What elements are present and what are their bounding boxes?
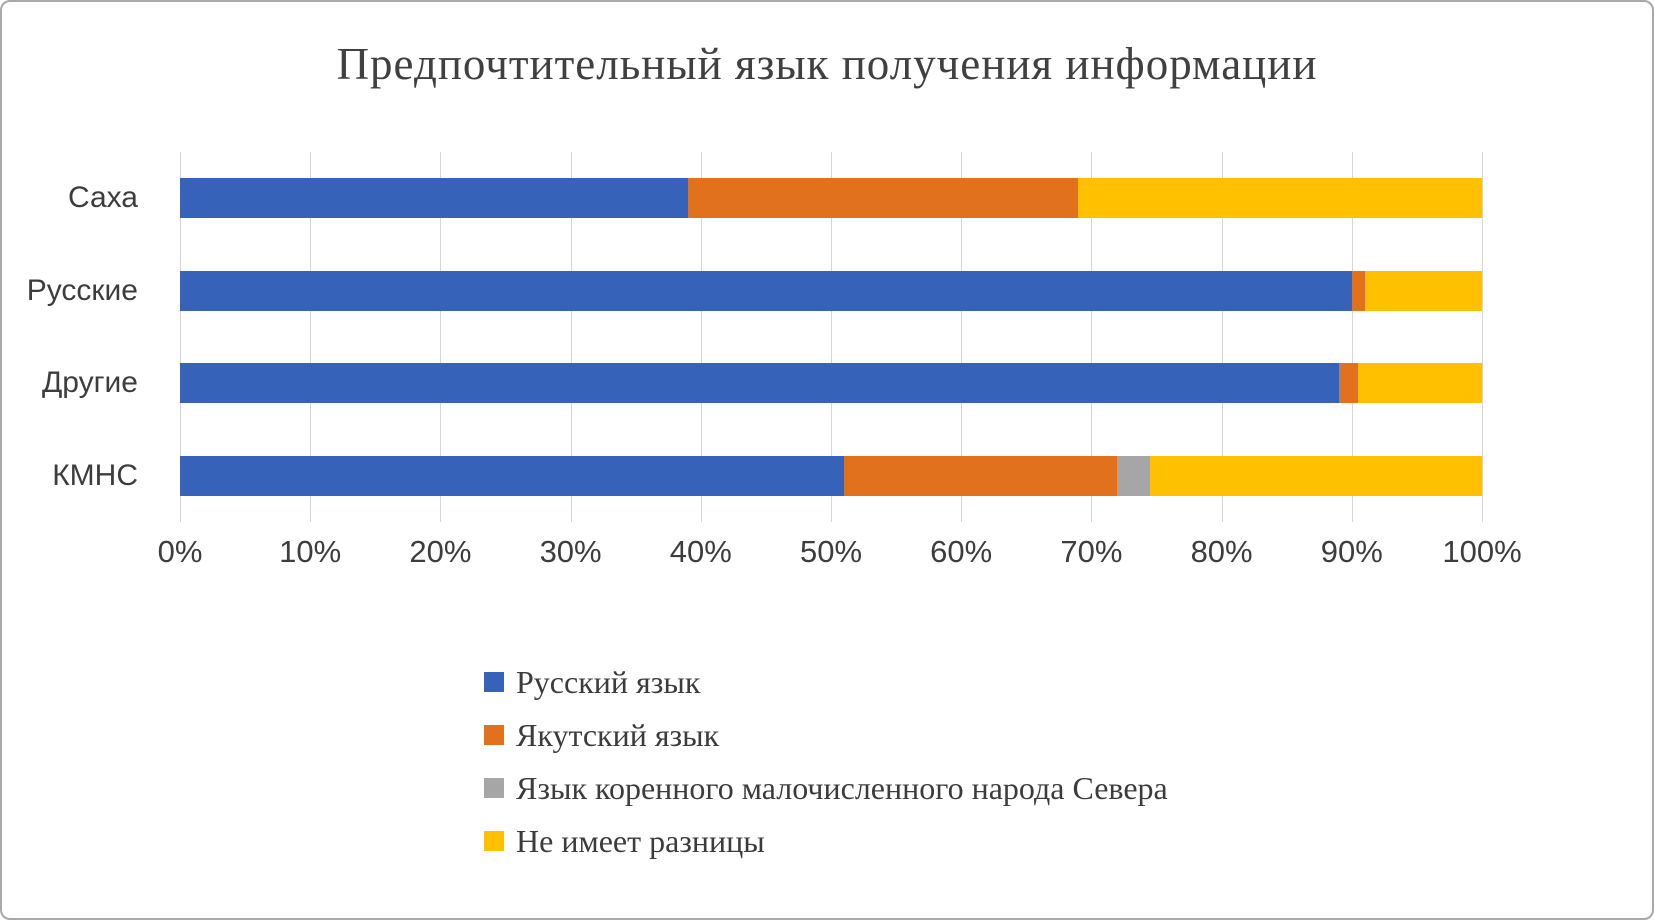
legend: Русский язык Якутский язык Язык коренного … — [484, 662, 1168, 861]
legend-swatch-icon — [484, 831, 504, 851]
legend-item: Язык коренного малочисленного народа Сев… — [484, 768, 1168, 808]
bar-segment — [844, 455, 1118, 496]
gridline — [1351, 152, 1353, 522]
x-tick-label: 20% — [409, 534, 472, 569]
legend-label: Язык коренного малочисленного народа Сев… — [516, 769, 1168, 806]
legend-item: Не имеет разницы — [484, 821, 1168, 861]
gridline — [180, 152, 181, 522]
gridline — [1221, 152, 1223, 522]
x-axis-labels: 0% 10% 20% 30% 40% 50% 60% 70% 80% 90% 100% — [158, 534, 1522, 578]
legend-label: Русский язык — [516, 663, 701, 700]
bar-segment — [1364, 270, 1482, 311]
bar-row — [180, 178, 1482, 219]
x-tick-label: 30% — [539, 534, 602, 569]
category-label: Русские — [26, 273, 138, 307]
bar-segment — [1117, 455, 1150, 496]
bar-row — [180, 455, 1482, 496]
gridline — [1482, 152, 1483, 522]
bar-segment — [1338, 363, 1359, 404]
x-tick-label: 50% — [799, 534, 863, 569]
gridline — [440, 152, 442, 522]
plot-area — [180, 152, 1483, 522]
bar-row — [180, 363, 1482, 404]
x-tick-label: 10% — [279, 534, 342, 569]
x-tick-label: 100% — [1442, 534, 1522, 569]
bar-segment — [1149, 455, 1482, 496]
gridline — [310, 152, 312, 522]
legend-swatch-icon — [484, 778, 504, 798]
x-tick-label: 40% — [669, 534, 732, 569]
gridline — [831, 152, 832, 522]
legend-item: Русский язык — [484, 662, 1168, 702]
legend-item: Якутский язык — [484, 715, 1168, 755]
gridline — [1091, 152, 1093, 522]
bar-segment — [687, 178, 1079, 219]
bar-segment — [180, 270, 1352, 311]
category-label: Саха — [67, 181, 138, 215]
bar-segment — [180, 363, 1339, 404]
gridline — [961, 152, 963, 522]
bar-row — [180, 270, 1482, 311]
category-label: Другие — [41, 366, 138, 400]
gridline — [700, 152, 702, 522]
bar-segment — [180, 455, 845, 496]
bar-segment — [1358, 363, 1482, 404]
x-tick-label: 60% — [930, 534, 993, 569]
x-tick-label: 90% — [1320, 534, 1383, 569]
gridlines — [180, 152, 1483, 522]
bar-segment — [180, 178, 688, 219]
x-tick-label: 70% — [1060, 534, 1123, 569]
bars — [180, 152, 1482, 522]
legend-swatch-icon — [484, 672, 504, 692]
gridline — [570, 152, 572, 522]
x-tick-label: 80% — [1190, 534, 1253, 569]
x-tick-label: 0% — [157, 534, 203, 569]
category-label: КМНС — [52, 458, 138, 492]
legend-label: Не имеет разницы — [516, 822, 765, 859]
legend-label: Якутский язык — [516, 716, 720, 753]
chart-title: Предпочтительный язык получения информац… — [336, 39, 1318, 89]
bar-segment — [1078, 178, 1482, 219]
y-axis-labels: Саха Русские Другие КМНС — [2, 152, 180, 522]
bar-segment — [1351, 270, 1365, 311]
legend-swatch-icon — [484, 725, 504, 745]
